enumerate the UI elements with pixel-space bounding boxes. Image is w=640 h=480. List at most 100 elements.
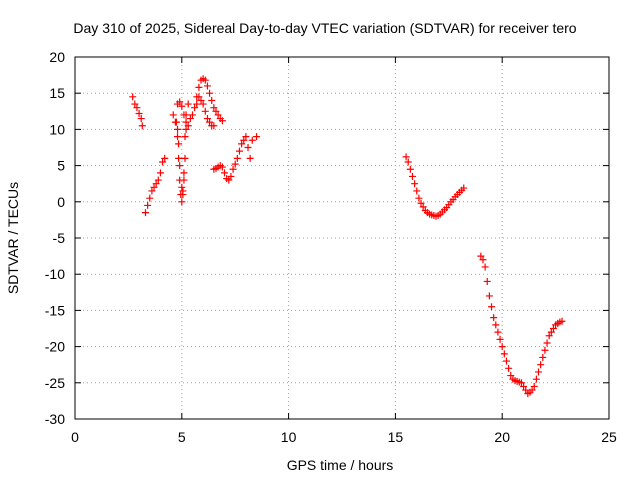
data-point xyxy=(541,346,549,354)
data-point xyxy=(225,176,233,184)
data-point xyxy=(402,153,410,161)
data-point xyxy=(181,154,189,162)
y-tick-label: -5 xyxy=(53,230,66,246)
data-point xyxy=(537,361,545,369)
y-tick-label: -10 xyxy=(45,266,65,282)
y-tick-label: -15 xyxy=(45,302,65,318)
data-point xyxy=(180,176,188,184)
data-point xyxy=(406,165,414,173)
data-point xyxy=(150,183,158,191)
data-point xyxy=(195,93,203,101)
data-point xyxy=(404,158,412,166)
data-point xyxy=(144,201,152,209)
data-point xyxy=(419,203,427,211)
data-point xyxy=(522,386,530,394)
x-axis-label: GPS time / hours xyxy=(287,457,394,473)
data-point xyxy=(488,303,496,311)
data-point xyxy=(174,125,182,133)
data-point xyxy=(417,199,425,207)
data-point xyxy=(231,160,239,168)
data-point xyxy=(210,122,218,130)
data-point xyxy=(148,187,156,195)
data-point xyxy=(558,317,566,325)
y-axis-label: SDTVAR / TECUs xyxy=(5,182,21,294)
chart-title: Day 310 of 2025, Sidereal Day-to-day VTE… xyxy=(73,20,576,36)
data-point xyxy=(172,118,180,126)
data-point xyxy=(195,83,203,91)
data-point xyxy=(248,136,256,144)
data-point xyxy=(141,209,149,217)
y-tick-label: 10 xyxy=(49,121,65,137)
data-point xyxy=(498,343,506,351)
data-point xyxy=(191,104,199,112)
data-point xyxy=(193,100,201,108)
y-tick-label: 5 xyxy=(57,158,65,174)
data-point xyxy=(178,183,186,191)
data-point xyxy=(206,118,214,126)
data-point xyxy=(253,133,261,141)
data-point xyxy=(539,353,547,361)
data-point xyxy=(169,111,177,119)
data-point xyxy=(210,104,218,112)
data-point xyxy=(494,328,502,336)
data-point xyxy=(505,364,513,372)
data-point xyxy=(415,194,423,202)
data-point xyxy=(460,184,468,192)
data-point xyxy=(131,100,139,108)
data-point xyxy=(530,382,538,390)
data-point xyxy=(545,332,553,340)
y-tick-label: -20 xyxy=(45,339,65,355)
data-point xyxy=(532,375,540,383)
data-point xyxy=(175,154,183,162)
data-point xyxy=(152,180,160,188)
data-point xyxy=(129,93,137,101)
y-tick-label: 15 xyxy=(49,85,65,101)
data-point xyxy=(184,122,192,130)
data-point xyxy=(238,140,246,148)
x-tick-label: 25 xyxy=(601,429,617,445)
data-point xyxy=(186,115,194,123)
data-point xyxy=(411,180,419,188)
data-point xyxy=(201,76,209,84)
data-point xyxy=(154,176,162,184)
data-point xyxy=(161,154,169,162)
data-point xyxy=(227,172,235,180)
data-point xyxy=(492,321,500,329)
data-point xyxy=(208,96,216,104)
x-axis: 0 5 10 15 20 25 xyxy=(71,57,617,445)
data-point xyxy=(181,133,189,141)
data-point xyxy=(218,117,226,125)
data-point xyxy=(180,169,188,177)
data-point xyxy=(180,111,188,119)
data-point xyxy=(176,162,184,170)
data-point xyxy=(135,109,143,117)
y-tick-label: 20 xyxy=(49,49,65,65)
data-point xyxy=(242,133,250,141)
data-point xyxy=(174,133,182,141)
data-point xyxy=(240,136,248,144)
data-point xyxy=(549,325,557,332)
data-point xyxy=(543,339,551,347)
plot-frame xyxy=(74,56,610,420)
data-point xyxy=(137,115,145,123)
data-point xyxy=(246,154,254,162)
data-point xyxy=(483,277,491,285)
data-point xyxy=(235,147,243,155)
data-point xyxy=(184,100,192,108)
data-point xyxy=(179,191,187,199)
data-point xyxy=(517,379,525,387)
data-point xyxy=(485,292,493,300)
data-point xyxy=(547,328,555,336)
x-tick-label: 20 xyxy=(494,429,510,445)
data-point xyxy=(188,111,196,119)
data-point xyxy=(176,98,184,106)
data-point xyxy=(502,357,510,365)
data-point xyxy=(481,263,489,271)
data-point xyxy=(408,172,416,180)
data-point xyxy=(520,382,528,390)
data-point xyxy=(138,122,146,130)
data-point xyxy=(490,314,498,322)
y-tick-label: 0 xyxy=(57,194,65,210)
data-point xyxy=(175,140,183,148)
